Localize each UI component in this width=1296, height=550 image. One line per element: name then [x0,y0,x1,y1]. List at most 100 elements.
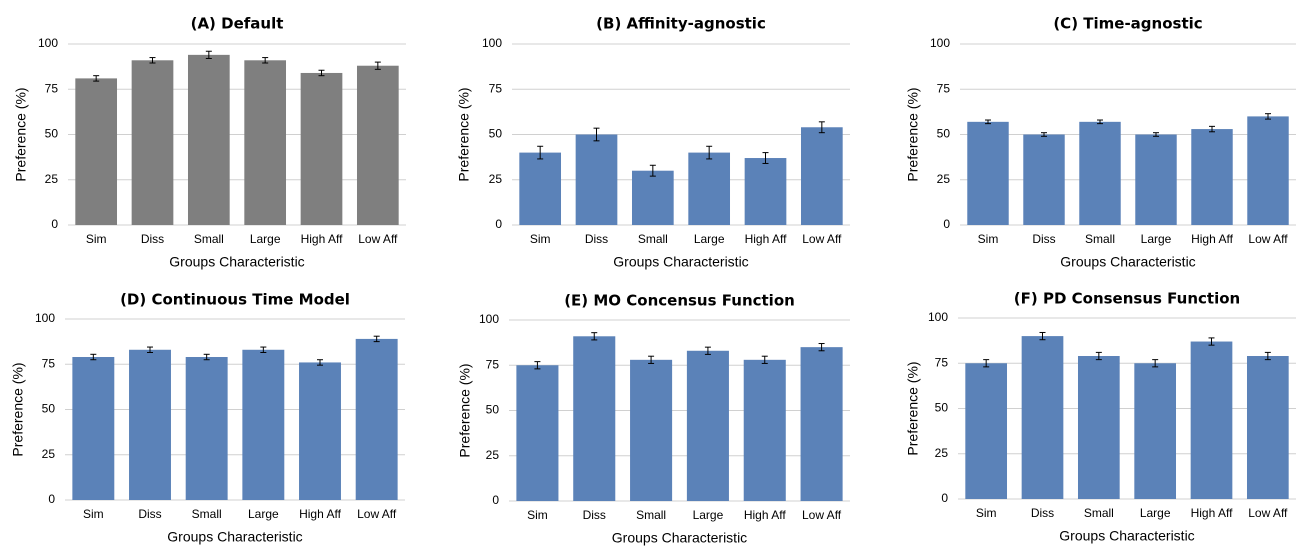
error-bar [537,145,544,160]
x-tick-label: Large [694,232,725,246]
x-axis-label: Groups Characteristic [1059,528,1194,544]
bar [242,349,285,500]
bar [1191,129,1233,225]
x-tick-label: Small [636,508,666,522]
chart-title: (F) PD Consensus Function [1014,290,1240,308]
bar [299,362,341,500]
y-tick-label: 25 [489,172,503,186]
error-bar [818,343,825,352]
error-bar [374,61,381,70]
y-axis-label: Preference (%) [905,361,921,455]
y-tick-label: 50 [45,127,59,141]
bar [1247,116,1289,225]
x-tick-label: Small [1084,506,1114,520]
bar [1135,134,1177,225]
y-tick-label: 100 [38,36,58,50]
x-tick-label: Low Aff [357,507,397,521]
bar [185,357,228,500]
y-tick-label: 50 [489,127,503,141]
error-bar [1264,351,1271,361]
chart-title: (B) Affinity-agnostic [596,15,766,33]
x-tick-label: Sim [978,232,999,246]
error-bar [93,75,100,82]
bar [187,54,230,225]
y-tick-label: 25 [45,172,59,186]
x-axis-label: Groups Characteristic [612,530,747,546]
y-tick-label: 100 [479,312,499,326]
y-tick-label: 100 [928,310,948,324]
y-tick-label: 0 [941,491,948,505]
error-bar [1095,351,1102,361]
bar [1079,121,1121,225]
error-bar [704,346,711,355]
x-tick-label: High Aff [745,232,787,246]
y-tick-label: 50 [937,127,951,141]
bar [575,134,618,225]
error-bar [149,57,156,64]
bar [1190,341,1233,499]
bar [1246,356,1289,499]
bar [300,72,343,226]
x-tick-label: Diss [585,232,608,246]
y-tick-label: 50 [486,403,500,417]
error-bar [1209,125,1215,133]
x-axis-label: Groups Characteristic [1060,254,1195,270]
x-axis-label: Groups Characteristic [167,529,302,545]
chart-panel: (E) MO Concensus Function 0 25 50 75 100 Sim Di… [457,292,850,546]
bar [1077,356,1120,499]
x-tick-label: High Aff [1191,506,1233,520]
error-bar [649,164,656,177]
y-axis-label: Preference (%) [13,87,29,181]
x-tick-label: Diss [1031,506,1054,520]
y-tick-label: 50 [935,401,949,415]
y-tick-label: 100 [35,311,55,325]
chart-title: (C) Time-agnostic [1053,15,1202,33]
x-tick-label: Small [194,232,224,246]
bar [744,158,787,225]
error-bar [203,353,210,361]
error-bar [260,346,267,353]
chart-title: (E) MO Concensus Function [564,292,795,310]
y-axis-label: Preference (%) [457,363,473,457]
x-tick-label: Small [192,507,222,521]
bar [355,338,398,500]
y-tick-label: 100 [930,36,950,50]
y-tick-label: 75 [935,355,949,369]
bar [1134,363,1177,499]
y-tick-label: 25 [935,446,949,460]
error-bar [318,69,325,77]
bar [131,60,174,225]
error-bar [818,121,825,134]
x-tick-label: Small [1085,232,1115,246]
bar [356,65,399,225]
x-tick-label: Small [638,232,668,246]
error-bar [593,127,600,142]
x-tick-label: Diss [138,507,161,521]
y-tick-label: 0 [495,217,502,231]
error-bar [983,359,990,368]
y-tick-label: 25 [486,448,500,462]
x-tick-label: Low Aff [802,508,842,522]
error-bar [534,361,541,370]
error-bar [205,50,212,59]
bar [630,359,673,501]
bar [519,152,562,225]
error-bar [1153,132,1159,137]
bar [244,60,287,225]
x-tick-label: High Aff [301,232,343,246]
error-bar [1039,331,1046,341]
y-axis-label: Preference (%) [905,87,921,181]
y-tick-label: 25 [937,172,951,186]
bar [686,350,729,501]
x-tick-label: Diss [1032,232,1055,246]
error-bar [762,152,769,164]
bar [516,365,559,501]
x-tick-label: Large [250,232,281,246]
error-bar [262,57,269,64]
y-axis-label: Preference (%) [456,87,472,181]
bar [573,336,616,501]
y-tick-label: 0 [48,492,55,506]
error-bar [706,145,713,160]
bar [1023,134,1065,225]
